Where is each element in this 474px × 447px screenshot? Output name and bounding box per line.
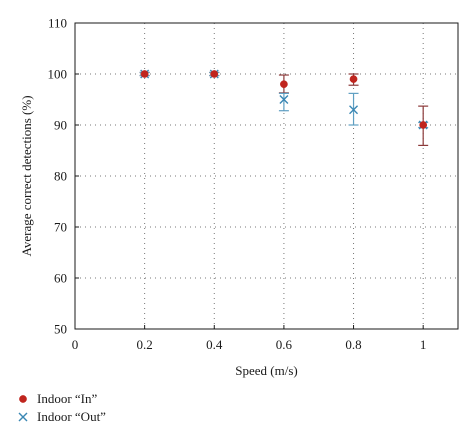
x-tick-label: 0.8 [345, 337, 361, 352]
x-tick-label: 1 [420, 337, 427, 352]
legend-item-indoor-out: Indoor “Out” [18, 409, 106, 424]
data-point-indoor-in [349, 75, 358, 83]
x-axis-label: Speed (m/s) [235, 363, 297, 378]
x-tick-label: 0.6 [276, 337, 293, 352]
error-bar [278, 92, 289, 112]
data-point-indoor-out-stroke [349, 105, 359, 115]
y-tick-label: 50 [54, 322, 67, 337]
legend-marker [19, 395, 27, 403]
y-tick-label: 90 [54, 118, 67, 133]
data-point-indoor-out [279, 95, 289, 104]
legend-label-indoor-out: Indoor “Out” [37, 409, 106, 424]
y-tick-label: 80 [54, 169, 67, 184]
grid-layer [75, 23, 458, 329]
legend: Indoor “In” Indoor “Out” [18, 391, 106, 424]
legend-marker [18, 412, 28, 422]
data-point-indoor-in [280, 80, 288, 89]
y-axis-label: Average correct detections (%) [19, 95, 34, 256]
x-tick-label: 0.4 [206, 337, 223, 352]
x-tick-label: 0.2 [137, 337, 153, 352]
data-point-indoor-in [419, 121, 428, 129]
legend-label-indoor-in: Indoor “In” [37, 391, 98, 406]
y-tick-label: 110 [48, 16, 67, 31]
data-point-indoor-out-stroke [279, 95, 289, 104]
data-point-indoor-in [210, 70, 219, 78]
tick-layer: 0 0.2 0.4 0.6 0.8 1 50 60 70 80 90 100 110 [48, 16, 427, 353]
data-layer [139, 69, 429, 146]
y-tick-label: 70 [54, 220, 67, 235]
data-point-indoor-in [140, 70, 149, 78]
legend-item-indoor-in: Indoor “In” [19, 391, 98, 406]
x-tick-label: 0 [72, 337, 79, 352]
legend-marker-stroke [18, 412, 28, 422]
y-tick-label: 100 [48, 67, 68, 82]
y-tick-label: 60 [54, 271, 67, 286]
data-point-indoor-out [349, 105, 359, 115]
